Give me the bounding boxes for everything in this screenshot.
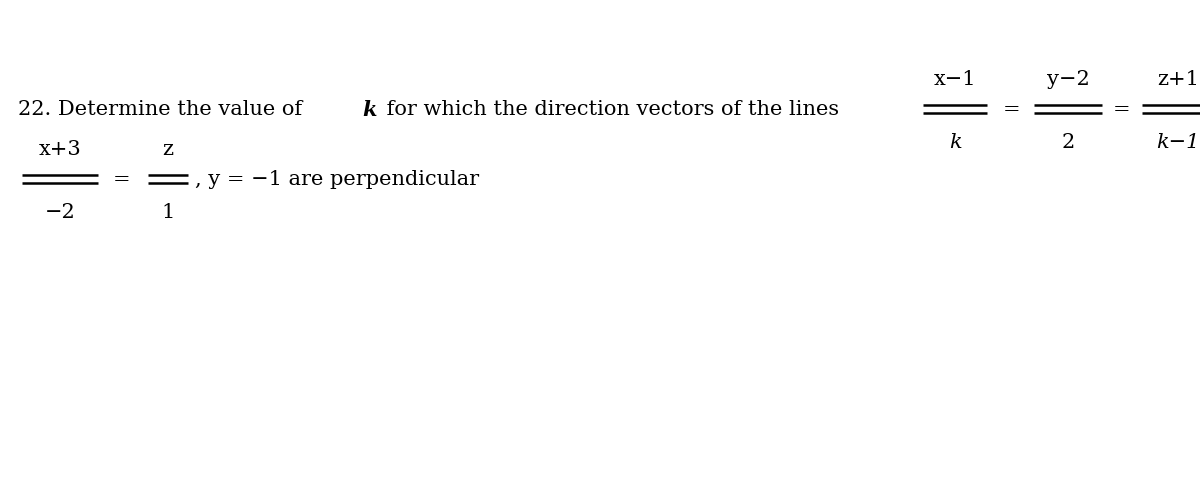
Text: 22. Determine the value of: 22. Determine the value of xyxy=(18,100,308,119)
Text: −2: −2 xyxy=(44,203,76,222)
Text: =: = xyxy=(1114,100,1130,119)
Text: x−1: x−1 xyxy=(934,70,977,90)
Text: =: = xyxy=(113,170,131,189)
Text: =: = xyxy=(1003,100,1021,119)
Text: y−2: y−2 xyxy=(1046,70,1090,90)
Text: x+3: x+3 xyxy=(38,140,82,159)
Text: k: k xyxy=(362,100,377,120)
Text: 2: 2 xyxy=(1061,133,1075,152)
Text: z+1: z+1 xyxy=(1157,70,1199,90)
Text: k−1: k−1 xyxy=(1157,133,1200,152)
Text: for which the direction vectors of the lines: for which the direction vectors of the l… xyxy=(380,100,839,119)
Text: k: k xyxy=(949,133,961,152)
Text: , y = −1 are perpendicular: , y = −1 are perpendicular xyxy=(194,170,479,189)
Text: z: z xyxy=(162,140,174,159)
Text: 1: 1 xyxy=(161,203,175,222)
